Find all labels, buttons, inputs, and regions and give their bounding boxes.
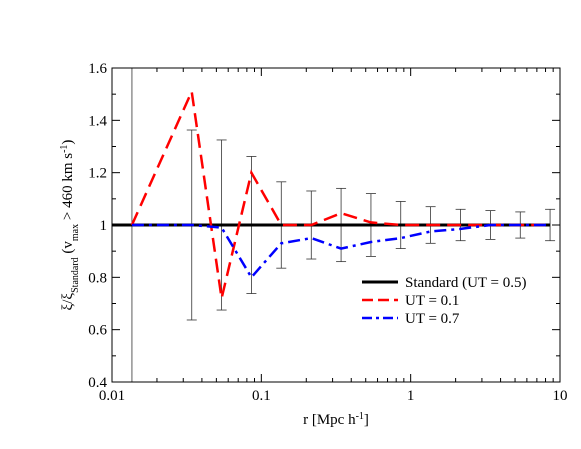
x-tick-label-2: 1 bbox=[407, 388, 415, 404]
legend-item-0: Standard (UT = 0.5) bbox=[362, 275, 527, 291]
y-tick-label-0: 0.4 bbox=[88, 375, 107, 391]
y-tick-label-2: 0.8 bbox=[88, 270, 107, 286]
legend-label-0: Standard (UT = 0.5) bbox=[405, 275, 527, 291]
legend-item-2: UT = 0.7 bbox=[362, 311, 460, 327]
y-tick-label-4: 1.2 bbox=[88, 166, 107, 182]
y-tick-label-3: 1 bbox=[100, 218, 108, 234]
series-line-2 bbox=[131, 223, 551, 280]
y-tick-label-5: 1.4 bbox=[88, 113, 107, 129]
series-line-1 bbox=[130, 87, 551, 299]
legend-item-1: UT = 0.1 bbox=[362, 293, 459, 309]
x-tick-label-1: 0.1 bbox=[252, 388, 271, 404]
series-lines bbox=[112, 87, 551, 299]
x-tick-label-3: 10 bbox=[553, 388, 568, 404]
x-axis-label: r [Mpc h-1] bbox=[303, 411, 369, 429]
legend-label-2: UT = 0.7 bbox=[405, 311, 460, 327]
axis-ticks: 0.01 0.1 1 10 0.4 0.6 0.8 1 1.2 1.4 1.6 bbox=[88, 61, 567, 404]
legend: Standard (UT = 0.5) UT = 0.1 UT = 0.7 bbox=[362, 275, 527, 327]
y-tick-label-6: 1.6 bbox=[88, 61, 107, 77]
y-tick-label-1: 0.6 bbox=[88, 323, 107, 339]
x-tick-label-0: 0.01 bbox=[99, 388, 125, 404]
legend-label-1: UT = 0.1 bbox=[405, 293, 459, 309]
y-axis-label: ξ/ξStandard (vmax > 460 km s-1) bbox=[59, 140, 81, 311]
